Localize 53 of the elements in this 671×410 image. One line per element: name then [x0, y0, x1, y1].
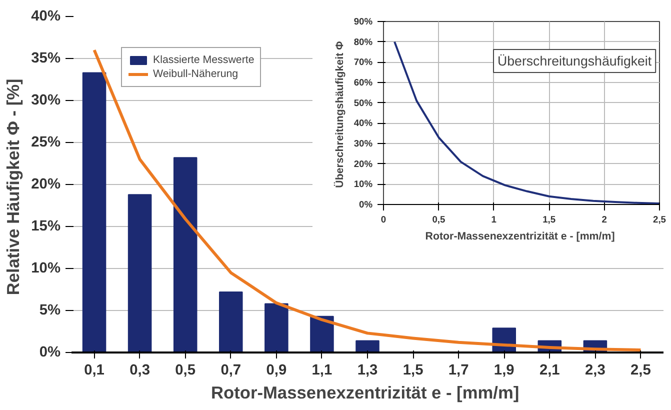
y-tick-label: 80%: [354, 36, 374, 47]
y-tick-label: 0%: [39, 344, 61, 360]
bar: [264, 303, 288, 352]
y-tick-label: 5%: [39, 302, 61, 318]
legend-label: Weibull-Näherung: [153, 68, 238, 80]
y-tick-label: 40%: [354, 118, 374, 128]
x-tick-label: 0,1: [84, 362, 104, 378]
y-tick-label: 20%: [31, 176, 61, 192]
x-tick-label: 2,5: [630, 362, 651, 378]
x-axis-title: Rotor-Massenexzentrizität e - [mm/m]: [425, 230, 615, 242]
x-tick-label: 1,5: [402, 362, 424, 378]
x-tick-label: 1,9: [494, 362, 514, 378]
y-tick-label: 40%: [31, 8, 61, 24]
x-tick-label: 0,5: [432, 214, 446, 224]
x-tick-label: 0,7: [220, 362, 242, 378]
x-tick-label: 1,5: [542, 214, 556, 224]
x-axis-title: Rotor-Massenexzentrizität e - [mm/m]: [211, 382, 520, 402]
y-tick-label: 90%: [354, 16, 374, 26]
x-tick-label: 2,3: [585, 362, 606, 378]
y-tick-label: 30%: [31, 92, 61, 108]
legend-label: Klassierte Messwerte: [153, 54, 254, 66]
text: Überschreitungshäufigkeit: [498, 54, 652, 68]
y-tick-label: 15%: [31, 218, 61, 234]
y-tick-label: 20%: [354, 158, 374, 169]
y-tick-label: 10%: [31, 260, 61, 276]
x-tick-label: 2: [602, 214, 607, 224]
y-tick-label: 30%: [354, 138, 374, 148]
y-tick-label: 70%: [354, 57, 374, 68]
bar: [310, 316, 334, 352]
bar: [128, 194, 152, 352]
bar: [82, 72, 106, 352]
x-tick-label: 0,3: [130, 362, 150, 378]
bar: [173, 157, 198, 352]
y-tick-label: 25%: [31, 134, 61, 150]
x-tick-label: 1,3: [357, 362, 378, 378]
y-axis-title: Überschreitungshäufigkeit Φ: [332, 40, 346, 188]
y-tick-label: 10%: [354, 179, 374, 190]
x-tick-label: 1: [491, 214, 497, 224]
y-axis-title: Relative Häufigkeit Φ - [%]: [3, 78, 24, 296]
y-tick-label: 50%: [354, 98, 374, 108]
y-tick-label: 60%: [354, 78, 374, 88]
y-tick-label: 0%: [359, 200, 374, 210]
x-tick-label: 2,1: [539, 362, 560, 378]
x-tick-label: 0,5: [175, 362, 196, 378]
x-tick-label: 0: [380, 214, 386, 224]
x-tick-label: 2,5: [653, 214, 666, 224]
bar: [356, 340, 380, 352]
x-tick-label: 0,9: [266, 362, 287, 378]
x-tick-label: 1,7: [448, 362, 469, 378]
y-tick-label: 35%: [31, 50, 61, 66]
bar: [219, 292, 243, 352]
line-series: [394, 40, 660, 204]
x-tick-label: 1,1: [312, 362, 332, 378]
